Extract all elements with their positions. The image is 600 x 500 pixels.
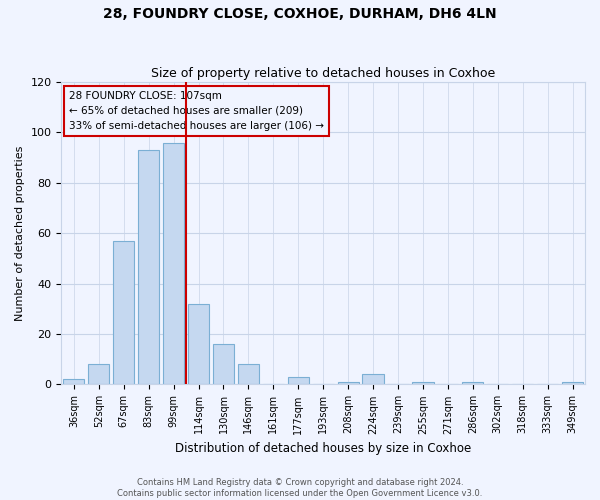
Bar [88, 364, 109, 384]
Y-axis label: Number of detached properties: Number of detached properties [15, 146, 25, 321]
Bar [412, 382, 434, 384]
Text: Contains HM Land Registry data © Crown copyright and database right 2024.
Contai: Contains HM Land Registry data © Crown c… [118, 478, 482, 498]
Bar [287, 377, 309, 384]
X-axis label: Distribution of detached houses by size in Coxhoe: Distribution of detached houses by size … [175, 442, 472, 455]
Title: Size of property relative to detached houses in Coxhoe: Size of property relative to detached ho… [151, 66, 496, 80]
Bar [213, 344, 234, 385]
Bar [362, 374, 383, 384]
Bar [338, 382, 359, 384]
Bar [238, 364, 259, 384]
Bar [562, 382, 583, 384]
Text: 28 FOUNDRY CLOSE: 107sqm
← 65% of detached houses are smaller (209)
33% of semi-: 28 FOUNDRY CLOSE: 107sqm ← 65% of detach… [69, 91, 324, 130]
Bar [138, 150, 159, 384]
Bar [163, 142, 184, 384]
Bar [63, 380, 85, 384]
Bar [113, 241, 134, 384]
Text: 28, FOUNDRY CLOSE, COXHOE, DURHAM, DH6 4LN: 28, FOUNDRY CLOSE, COXHOE, DURHAM, DH6 4… [103, 8, 497, 22]
Bar [188, 304, 209, 384]
Bar [462, 382, 484, 384]
